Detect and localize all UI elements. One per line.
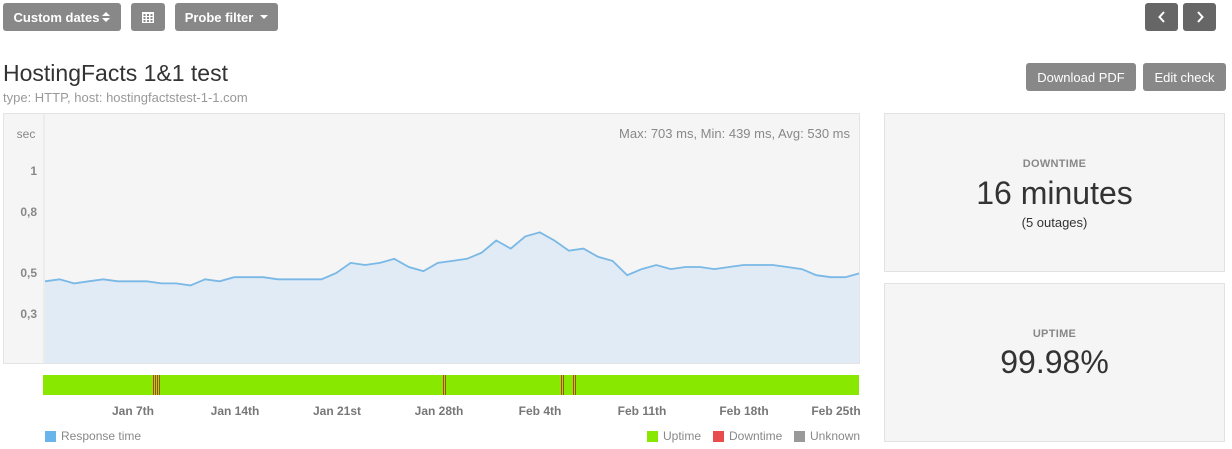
y-tick-label: 0,8 [20,205,37,219]
outage-marker [561,375,565,395]
x-tick-label: Jan 14th [210,404,260,418]
chevron-left-icon [1157,11,1165,23]
page-subtitle: type: HTTP, host: hostingfactstest-1-1.c… [3,90,248,105]
response-time-area [45,232,859,363]
y-axis-area [4,114,44,363]
y-axis-label: sec [17,127,36,141]
y-tick-label: 0,3 [20,307,37,321]
x-tick-label: Feb 4th [518,404,562,418]
x-tick-label: Feb 11th [617,404,667,418]
outage-marker [157,375,161,395]
x-tick-label: Jan 28th [414,404,464,418]
legend-uptime: Uptime [647,429,701,443]
custom-dates-button[interactable]: Custom dates [3,3,121,31]
legend-response-time: Response time [45,429,141,443]
x-tick-label: Jan 7th [111,404,155,418]
legend-downtime-label: Downtime [729,429,783,443]
sort-icon [102,12,111,22]
legend-response-time-label: Response time [61,429,142,443]
downtime-card: DOWNTIME 16 minutes (5 outages) [884,113,1225,272]
outage-marker [442,375,446,395]
probe-filter-button[interactable]: Probe filter [175,3,278,31]
outage-marker [153,375,157,395]
download-pdf-button[interactable]: Download PDF [1026,63,1136,91]
x-tick-label: Feb 25th [811,404,861,418]
legend-unknown-label: Unknown [810,429,861,443]
legend-uptime-label: Uptime [663,429,702,443]
prev-button[interactable] [1145,3,1178,31]
caret-down-icon [260,15,269,19]
downtime-swatch [713,430,724,442]
uptime-value: 99.98% [1000,344,1109,380]
chart-stats: Max: 703 ms, Min: 439 ms, Avg: 530 ms [619,126,850,141]
unknown-swatch [794,430,805,442]
chevron-right-icon [1196,11,1204,23]
calendar-button[interactable] [131,3,165,31]
custom-dates-label: Custom dates [13,9,100,25]
outage-count: (5 outages) [1021,215,1088,230]
uptime-status-bar [43,375,859,395]
response-time-line [44,231,859,287]
response-time-swatch [45,430,56,442]
downtime-label: DOWNTIME [1022,158,1087,170]
x-tick-label: Jan 21st [312,404,362,418]
uptime-card: UPTIME 99.98% [884,283,1225,442]
legend-unknown: Unknown [794,429,860,443]
uptime-swatch [647,430,658,442]
chart-svg: sec 1 0,8 0,5 0,3 [4,114,859,363]
y-tick-label: 1 [30,164,37,178]
response-time-chart: sec 1 0,8 0,5 0,3 Max: 703 ms, Min: 439 ms, … [3,113,860,364]
downtime-value: 16 minutes [976,175,1133,211]
page-title: HostingFacts 1&1 test [3,60,228,86]
edit-check-button[interactable]: Edit check [1143,63,1226,91]
probe-filter-label: Probe filter [184,9,254,25]
legend-downtime: Downtime [713,429,782,443]
uptime-label: UPTIME [1032,328,1077,340]
calendar-icon [142,11,154,23]
x-tick-label: Feb 18th [719,404,769,418]
y-tick-label: 0,5 [20,266,37,280]
outage-marker [573,375,577,395]
next-button[interactable] [1183,3,1216,31]
